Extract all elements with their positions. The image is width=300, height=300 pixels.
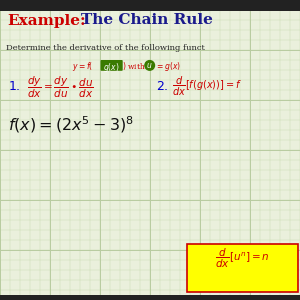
Text: $g(x)$: $g(x)$ — [103, 61, 120, 74]
Text: The Chain Rule: The Chain Rule — [81, 14, 213, 28]
Text: Determine the derivative of the following funct: Determine the derivative of the followin… — [6, 44, 205, 52]
FancyBboxPatch shape — [100, 60, 123, 71]
Text: $u$: $u$ — [146, 61, 153, 70]
Text: $y = f($: $y = f($ — [72, 60, 93, 73]
Text: $\mathit{2}.$: $\mathit{2}.$ — [156, 80, 169, 92]
Circle shape — [145, 61, 154, 70]
Text: $f(x) = \left(2x^5-3\right)^8$: $f(x) = \left(2x^5-3\right)^8$ — [8, 114, 134, 135]
Text: $)$ with: $)$ with — [122, 60, 146, 72]
Text: $= g(x)$: $= g(x)$ — [155, 60, 182, 73]
Text: $\dfrac{d}{dx}\left[u^n\right]= n$: $\dfrac{d}{dx}\left[u^n\right]= n$ — [215, 247, 270, 270]
FancyBboxPatch shape — [0, 0, 300, 11]
Text: $\mathit{1}.$: $\mathit{1}.$ — [8, 80, 20, 92]
Text: Example:: Example: — [8, 14, 86, 28]
FancyBboxPatch shape — [0, 295, 300, 300]
Text: $\dfrac{d}{dx}\left[f(g(x))\right]=f$: $\dfrac{d}{dx}\left[f(g(x))\right]=f$ — [172, 75, 242, 98]
Text: $\dfrac{dy}{dx}=\dfrac{dy}{du}\bullet\dfrac{du}{dx}$: $\dfrac{dy}{dx}=\dfrac{dy}{du}\bullet\df… — [27, 75, 94, 100]
FancyBboxPatch shape — [187, 244, 298, 292]
